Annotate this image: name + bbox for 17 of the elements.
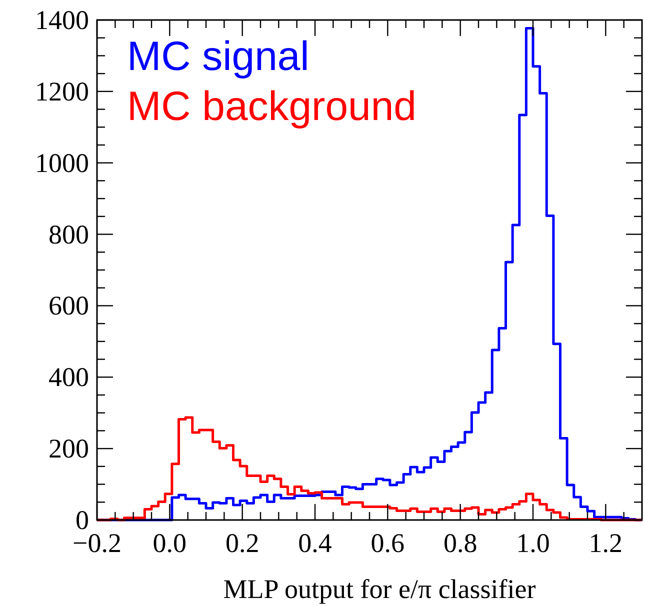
y-tick-label: 600 [48, 290, 89, 321]
y-tick-label: 400 [48, 362, 89, 392]
text: MC signal [127, 33, 310, 79]
x-tick-label: 1.0 [516, 528, 550, 558]
text: MC background [127, 83, 416, 129]
x-tick-label: 0.2 [225, 528, 260, 558]
y-tick-label: 1200 [35, 76, 89, 106]
x-axis-title: MLP output for e/π classifier [223, 574, 536, 604]
x-tick-label: 0.8 [443, 528, 478, 558]
y-tick-label: 1000 [35, 148, 89, 178]
x-tick-label: 0.6 [370, 528, 405, 558]
x-tick-label: 1.2 [588, 528, 623, 558]
y-tick-label: 200 [48, 434, 89, 464]
y-tick-label: 1400 [35, 5, 89, 35]
x-tick-label: 0.4 [298, 528, 332, 558]
x-tick-label: 0.0 [152, 528, 187, 558]
y-tick-label: 800 [48, 219, 89, 250]
